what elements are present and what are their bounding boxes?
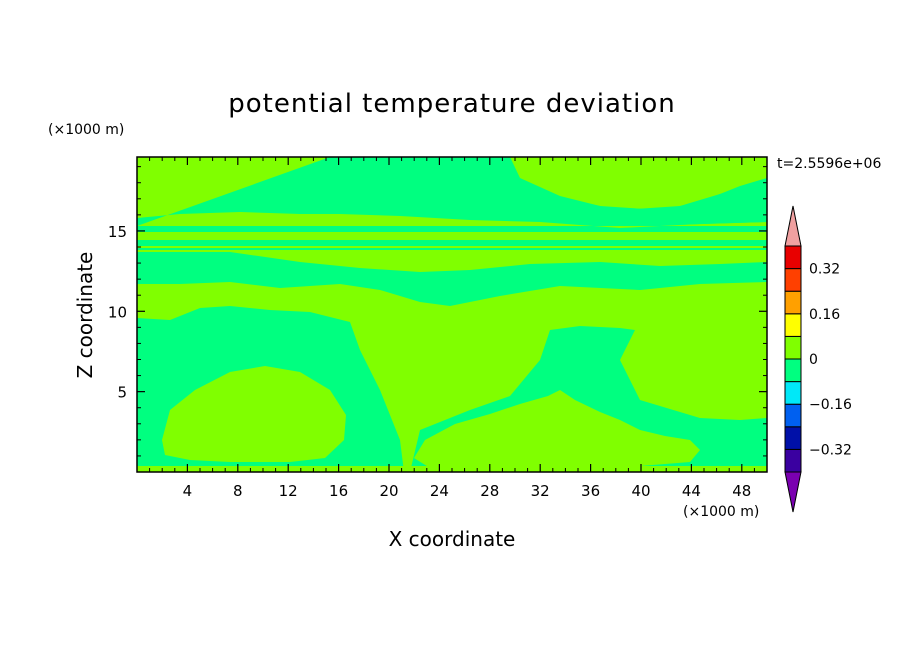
x-tick-label: 32 bbox=[531, 482, 550, 500]
x-tick-label: 12 bbox=[279, 482, 298, 500]
y-unit-label: (×1000 m) bbox=[48, 122, 124, 138]
y-tick-label: 5 bbox=[117, 384, 127, 402]
colorbar-swatch bbox=[784, 448, 802, 473]
x-unit-label: (×1000 m) bbox=[683, 504, 759, 520]
x-tick-label: 40 bbox=[631, 482, 650, 500]
colorbar-swatch bbox=[784, 268, 802, 292]
contour-cool-mid-band bbox=[137, 252, 767, 306]
colorbar-tick-label: 0 bbox=[809, 352, 818, 368]
colorbar-max-arrow bbox=[784, 205, 802, 247]
colorbar-tick-label: 0.16 bbox=[809, 307, 840, 323]
y-tick-label: 10 bbox=[108, 303, 127, 321]
x-tick-label: 44 bbox=[682, 482, 701, 500]
x-tick-label: 28 bbox=[480, 482, 499, 500]
contour-warm-right-blob bbox=[414, 390, 700, 468]
time-label: t=2.5596e+06 bbox=[777, 156, 881, 172]
x-tick-label: 8 bbox=[233, 482, 243, 500]
x-tick-label: 24 bbox=[430, 482, 449, 500]
contour-warm-stripe-2 bbox=[137, 246, 767, 248]
y-tick-label: 15 bbox=[108, 223, 127, 241]
colorbar-tick-label: 0.32 bbox=[809, 262, 840, 278]
colorbar-swatch bbox=[784, 245, 802, 270]
contour-warm-left-blob bbox=[162, 366, 346, 462]
contour-cool-upper-band bbox=[137, 240, 767, 250]
colorbar-tick-label: −0.16 bbox=[809, 397, 852, 413]
y-ticks: 5 10 15 bbox=[108, 166, 767, 457]
chart-title: potential temperature deviation bbox=[228, 89, 675, 119]
colorbar-swatch bbox=[784, 335, 802, 360]
colorbar-swatch bbox=[784, 381, 802, 405]
x-tick-label: 48 bbox=[732, 482, 751, 500]
colorbar-swatch bbox=[784, 290, 802, 315]
colorbar-min-arrow bbox=[784, 471, 802, 513]
colorbar-swatch bbox=[784, 403, 802, 428]
colorbar-tick-label: −0.32 bbox=[809, 442, 852, 458]
contour-fill bbox=[137, 157, 767, 472]
y-axis-label: Z coordinate bbox=[73, 252, 97, 379]
x-tick-label: 20 bbox=[379, 482, 398, 500]
x-axis-label: X coordinate bbox=[389, 527, 516, 551]
colorbar-swatch bbox=[784, 426, 802, 450]
colorbar-swatch bbox=[784, 313, 802, 337]
x-tick-label: 4 bbox=[183, 482, 193, 500]
colorbar: 0.32 0.16 0 −0.16 −0.32 bbox=[784, 205, 852, 513]
x-tick-label: 36 bbox=[581, 482, 600, 500]
x-ticks: 4 8 12 16 20 24 28 32 36 40 44 48 bbox=[149, 157, 755, 500]
contour-cool-top-fill bbox=[330, 157, 767, 226]
colorbar-swatch bbox=[784, 358, 802, 383]
x-tick-label: 16 bbox=[329, 482, 348, 500]
contour-warm-stripe-1 bbox=[137, 236, 767, 239]
